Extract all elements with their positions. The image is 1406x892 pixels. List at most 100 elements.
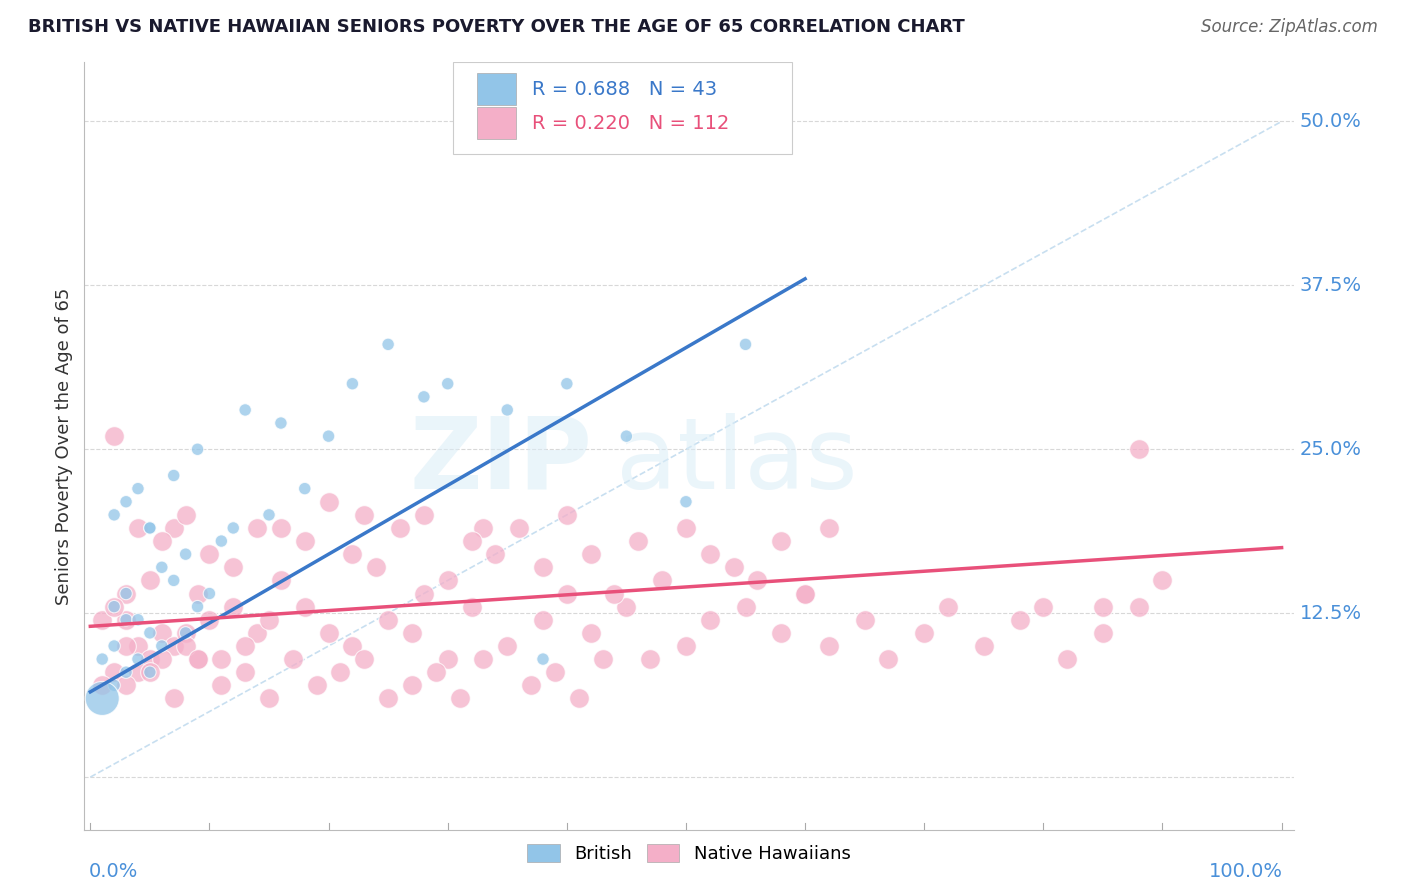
Point (734, 599, 756, 614)
Point (472, 652, 495, 666)
Point (305, 678, 328, 692)
Point (592, 652, 614, 666)
Point (150, 639, 173, 653)
Point (222, 599, 245, 614)
Point (139, 574, 162, 588)
Point (973, 639, 995, 653)
Point (318, 494, 340, 508)
Point (377, 691, 399, 706)
Point (186, 652, 208, 666)
Point (412, 508, 434, 522)
Point (460, 599, 482, 614)
Point (103, 599, 125, 614)
Point (794, 586, 817, 600)
Point (186, 586, 208, 600)
Point (579, 625, 602, 640)
FancyBboxPatch shape (478, 73, 516, 105)
Point (174, 625, 197, 640)
Text: atlas: atlas (616, 413, 858, 510)
Point (163, 691, 186, 706)
Point (353, 652, 375, 666)
Point (186, 599, 208, 614)
Point (531, 652, 554, 666)
Point (747, 574, 769, 588)
Point (281, 652, 304, 666)
Point (233, 403, 256, 417)
Point (233, 665, 256, 680)
Point (818, 521, 841, 535)
Point (651, 574, 673, 588)
Point (222, 560, 245, 574)
Point (1091, 625, 1114, 640)
Point (1152, 574, 1174, 588)
Point (198, 586, 221, 600)
Point (377, 337, 399, 351)
Point (139, 521, 162, 535)
Point (115, 586, 138, 600)
Point (115, 586, 138, 600)
Point (294, 599, 316, 614)
Point (163, 639, 186, 653)
Point (520, 678, 543, 692)
Point (115, 613, 138, 627)
Point (377, 613, 399, 627)
Point (127, 613, 149, 627)
Point (460, 534, 482, 549)
Point (627, 534, 650, 549)
Point (209, 678, 232, 692)
Point (150, 652, 173, 666)
Point (770, 625, 793, 640)
Point (163, 521, 186, 535)
Text: R = 0.220   N = 112: R = 0.220 N = 112 (531, 113, 730, 133)
Text: 12.5%: 12.5% (1299, 604, 1361, 623)
Point (139, 521, 162, 535)
Point (412, 586, 434, 600)
Point (425, 665, 447, 680)
Point (877, 652, 900, 666)
Point (531, 560, 554, 574)
Point (294, 534, 316, 549)
Point (568, 691, 591, 706)
Point (496, 639, 519, 653)
Point (127, 639, 149, 653)
Point (531, 613, 554, 627)
Point (449, 691, 471, 706)
Point (1056, 652, 1078, 666)
Point (318, 429, 340, 443)
Point (139, 625, 162, 640)
Text: Source: ZipAtlas.com: Source: ZipAtlas.com (1201, 18, 1378, 36)
Point (115, 665, 138, 680)
Text: BRITISH VS NATIVE HAWAIIAN SENIORS POVERTY OVER THE AGE OF 65 CORRELATION CHART: BRITISH VS NATIVE HAWAIIAN SENIORS POVER… (28, 18, 965, 36)
Point (222, 521, 245, 535)
Point (174, 625, 197, 640)
Point (484, 547, 506, 561)
Point (103, 508, 125, 522)
Point (127, 652, 149, 666)
Point (936, 599, 959, 614)
Point (103, 678, 125, 692)
Point (174, 639, 197, 653)
Point (544, 665, 567, 680)
Point (174, 547, 197, 561)
Point (734, 337, 756, 351)
Point (115, 639, 138, 653)
Point (150, 625, 173, 640)
Point (342, 376, 364, 391)
Point (616, 599, 638, 614)
Point (1008, 613, 1031, 627)
Point (103, 599, 125, 614)
Point (91, 678, 114, 692)
Point (246, 625, 269, 640)
Text: 50.0%: 50.0% (1299, 112, 1361, 131)
Point (853, 613, 876, 627)
Point (127, 521, 149, 535)
Point (294, 482, 316, 496)
Point (257, 508, 280, 522)
Point (115, 613, 138, 627)
Point (366, 560, 388, 574)
Point (246, 521, 269, 535)
Point (233, 639, 256, 653)
Point (496, 403, 519, 417)
Point (139, 652, 162, 666)
Point (508, 521, 530, 535)
